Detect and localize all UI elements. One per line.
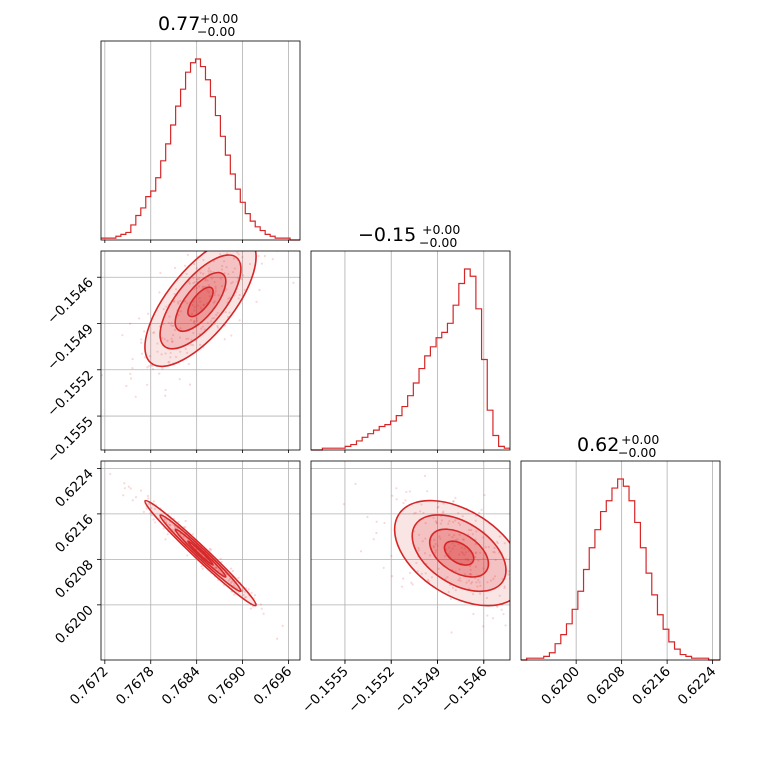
x-tick-label-p3-0: 0.6200 [538, 664, 583, 709]
panel-hist-p2 [310, 250, 511, 451]
y-tick-label-p2-2: −0.1549 [44, 321, 97, 374]
x-tick-label-p1-4: 0.7696 [251, 664, 296, 709]
title-param-1: 0.77 [158, 13, 200, 35]
histogram-p2 [311, 268, 510, 451]
y-tick-label-p3-2: 0.6216 [52, 511, 97, 556]
x-tick-label-p2-3: −0.1546 [438, 664, 491, 717]
contour-panel-p2-p3-1 [411, 514, 507, 593]
x-tick-label-p3-1: 0.6208 [584, 664, 629, 709]
contour-panel-p1-p2-3 [187, 286, 214, 318]
contour-panel-p2-p3-0 [393, 499, 510, 607]
y-tick-label-p2-1: −0.1552 [44, 367, 97, 420]
y-tick-label-p3-0: 0.6200 [52, 602, 97, 647]
y-tick-label-p2-0: −0.1555 [44, 414, 97, 467]
contour-panel-p1-p3-1 [159, 514, 242, 593]
histogram-p1 [101, 58, 300, 241]
title-param-2: −0.15 [358, 224, 416, 246]
panel-hist-p3 [520, 460, 721, 661]
scatter-panel-p1-p2 [101, 251, 295, 398]
title-param-1-minus: −0.00 [197, 24, 235, 39]
panel-p1-p2 [100, 250, 301, 451]
title-param-1-plus: +0.00 [200, 11, 238, 26]
x-tick-label-p3-2: 0.6216 [629, 664, 674, 709]
panel-p1-p3 [100, 460, 301, 661]
contour-panel-p1-p2-0 [144, 251, 257, 368]
title-param-3-minus: −0.00 [618, 445, 656, 460]
x-tick-label-p1-3: 0.7690 [205, 664, 250, 709]
y-tick-label-p3-3: 0.6224 [52, 466, 97, 511]
panel-hist-p1 [100, 40, 301, 241]
x-tick-label-p2-1: −0.1552 [345, 664, 398, 717]
contour-panel-p1-p2-1 [159, 254, 242, 350]
x-tick-label-p3-3: 0.6224 [675, 664, 720, 709]
x-tick-label-p1-2: 0.7684 [159, 664, 204, 709]
contour-panel-p1-p3-0 [144, 499, 257, 607]
contour-panel-p1-p3-3 [187, 540, 214, 566]
x-tick-label-p2-0: −0.1555 [299, 664, 352, 717]
y-tick-label-p3-1: 0.6208 [52, 557, 97, 602]
histogram-p3 [521, 478, 720, 661]
x-tick-label-p1-1: 0.7678 [113, 664, 158, 709]
title-param-3-plus: +0.00 [621, 432, 659, 447]
x-tick-label-p2-2: −0.1549 [392, 664, 445, 717]
contour-panel-p2-p3-3 [443, 540, 475, 566]
contour-panel-p1-p2-2 [174, 271, 227, 333]
scatter-panel-p1-p3 [109, 472, 284, 640]
panel-p2-p3 [310, 460, 511, 661]
y-tick-label-p2-3: −0.1546 [44, 275, 97, 328]
title-param-2-minus: −0.00 [419, 235, 457, 250]
title-param-3: 0.62 [577, 434, 619, 456]
x-tick-label-p1-0: 0.7672 [67, 664, 112, 709]
contour-panel-p2-p3-2 [428, 528, 490, 578]
title-param-2-plus: +0.00 [422, 222, 460, 237]
scatter-panel-p2-p3 [342, 474, 510, 660]
